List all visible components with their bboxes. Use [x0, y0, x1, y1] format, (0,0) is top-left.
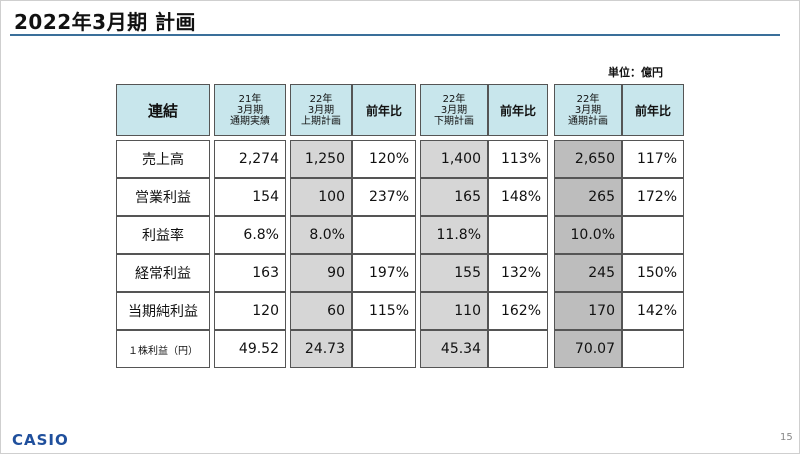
cell-h2-yoy-row5: 162%: [488, 292, 548, 330]
header-fy22-full-plan: 22年 3月期 通期計画: [554, 84, 622, 136]
cell-h1-yoy-row4: 197%: [352, 254, 416, 292]
cell-fy21-row4: 163: [214, 254, 286, 292]
cell-label-row4: 経常利益: [116, 254, 210, 292]
cell-h1-row5: 60: [290, 292, 352, 330]
cell-label-row2: 営業利益: [116, 178, 210, 216]
cell-h2-row6: 45.34: [420, 330, 488, 368]
cell-full-yoy-row3: [622, 216, 684, 254]
cell-h2-row4: 155: [420, 254, 488, 292]
cell-h1-row1: 1,250: [290, 140, 352, 178]
cell-h2-yoy-row4: 132%: [488, 254, 548, 292]
header-fy21-actual: 21年 3月期 通期実績: [214, 84, 286, 136]
cell-full-yoy-row5: 142%: [622, 292, 684, 330]
header-h1-yoy: 前年比: [352, 84, 416, 136]
header-consolidated: 連結: [116, 84, 210, 136]
cell-fy21-row3: 6.8%: [214, 216, 286, 254]
cell-h1-row4: 90: [290, 254, 352, 292]
cell-full-yoy-row1: 117%: [622, 140, 684, 178]
cell-h1-row2: 100: [290, 178, 352, 216]
cell-h2-row5: 110: [420, 292, 488, 330]
cell-full-row5: 170: [554, 292, 622, 330]
cell-label-row1: 売上高: [116, 140, 210, 178]
header-h2-yoy: 前年比: [488, 84, 548, 136]
cell-h2-yoy-row1: 113%: [488, 140, 548, 178]
cell-fy21-row6: 49.52: [214, 330, 286, 368]
cell-full-row3: 10.0%: [554, 216, 622, 254]
header-fy22-h1-plan: 22年 3月期 上期計画: [290, 84, 352, 136]
cell-h1-yoy-row2: 237%: [352, 178, 416, 216]
title-underline: [10, 34, 780, 36]
cell-h2-row2: 165: [420, 178, 488, 216]
cell-label-row3: 利益率: [116, 216, 210, 254]
cell-h1-row6: 24.73: [290, 330, 352, 368]
cell-h2-row1: 1,400: [420, 140, 488, 178]
cell-fy21-row2: 154: [214, 178, 286, 216]
slide-title: 2022年3月期 計画: [14, 10, 197, 34]
cell-full-yoy-row2: 172%: [622, 178, 684, 216]
cell-h1-yoy-row3: [352, 216, 416, 254]
header-full-yoy: 前年比: [622, 84, 684, 136]
cell-h1-yoy-row1: 120%: [352, 140, 416, 178]
cell-h2-yoy-row2: 148%: [488, 178, 548, 216]
casio-logo: CASIO: [12, 431, 69, 449]
page-number: 15: [780, 432, 793, 443]
cell-h1-yoy-row5: 115%: [352, 292, 416, 330]
header-fy22-h2-plan: 22年 3月期 下期計画: [420, 84, 488, 136]
cell-fy21-row5: 120: [214, 292, 286, 330]
cell-full-row6: 70.07: [554, 330, 622, 368]
cell-h1-row3: 8.0%: [290, 216, 352, 254]
cell-h2-row3: 11.8%: [420, 216, 488, 254]
cell-full-row2: 265: [554, 178, 622, 216]
cell-label-row5: 当期純利益: [116, 292, 210, 330]
cell-full-row1: 2,650: [554, 140, 622, 178]
cell-h2-yoy-row6: [488, 330, 548, 368]
cell-h2-yoy-row3: [488, 216, 548, 254]
unit-label: 単位：億円: [608, 66, 663, 79]
cell-full-row4: 245: [554, 254, 622, 292]
cell-fy21-row1: 2,274: [214, 140, 286, 178]
cell-label-row6: １株利益（円）: [116, 330, 210, 368]
cell-full-yoy-row4: 150%: [622, 254, 684, 292]
cell-h1-yoy-row6: [352, 330, 416, 368]
cell-full-yoy-row6: [622, 330, 684, 368]
